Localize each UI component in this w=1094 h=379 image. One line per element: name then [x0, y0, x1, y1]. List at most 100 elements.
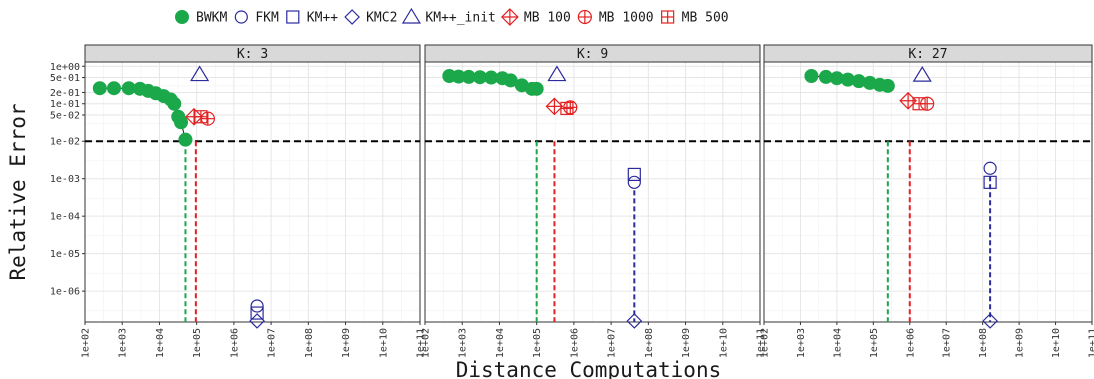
kmc2-point — [626, 313, 643, 329]
y-tick-label: 2e-01 — [50, 88, 80, 99]
km-point — [983, 175, 997, 189]
y-axis-title: Relative Error — [6, 103, 30, 280]
x-tick-label: 1e+02 — [760, 328, 771, 358]
km-init-point — [190, 65, 210, 82]
legend-marker-mb-500 — [661, 10, 675, 24]
x-tick-label: 1e+09 — [1015, 328, 1026, 358]
km-init-point — [912, 65, 932, 82]
panel-grid — [84, 62, 421, 322]
x-tick-label: 1e+06 — [569, 328, 580, 358]
x-tick-label: 1e+04 — [832, 328, 843, 358]
legend-item-fkm: FKM — [234, 10, 279, 26]
x-tick-label: 1e+10 — [1051, 328, 1062, 358]
bwkm-point — [92, 81, 107, 96]
facet-panel-k-27: K: 27 1e+02 1e+03 1e+04 1e+05 1e+06 1e+07 1e+08… — [760, 44, 1094, 358]
x-tick-label: 1e+07 — [607, 328, 618, 358]
facet-panel-k-9: K: 9 1e+02 1e+03 1e+04 1e+05 1e+06 1e+07 1e+08 1… — [421, 44, 767, 358]
y-tick-label: 5e-02 — [50, 111, 80, 122]
x-tick-label: 1e+06 — [229, 328, 240, 358]
y-tick-label: 1e-05 — [50, 249, 80, 260]
x-tick-label: 1e+10 — [718, 328, 729, 358]
bwkm-point — [804, 69, 819, 84]
legend-marker-km — [286, 10, 300, 24]
x-tick-label: 1e+05 — [869, 328, 880, 358]
legend-item-km-init: KM++_init — [401, 7, 496, 26]
x-tick-label: 1e+10 — [378, 328, 389, 358]
y-tick-label: 1e-02 — [50, 137, 80, 148]
legend-label-bwkm: BWKM — [196, 11, 227, 26]
x-tick-label: 1e+07 — [267, 328, 278, 358]
y-tick-label: 1e-03 — [50, 174, 80, 185]
legend-item-km: KM++ — [286, 10, 338, 26]
x-tick-label: 1e+04 — [155, 328, 166, 358]
panel-grid — [424, 62, 761, 322]
fkm-point — [983, 161, 997, 175]
y-tick-label: 1e+00 — [50, 62, 80, 73]
legend-label-fkm: FKM — [255, 11, 279, 26]
panel-frame — [84, 61, 421, 323]
x-tick-label: 1e+11 — [416, 328, 427, 358]
bwkm-point — [880, 78, 895, 93]
chart-legend: BWKM FKM KM++ KMC2 KM++_init MB 100 MB 1000 MB … — [175, 7, 729, 26]
x-tick-label: 1e+09 — [341, 328, 352, 358]
legend-item-bwkm: BWKM — [175, 10, 227, 26]
x-tick-label: 1e+11 — [756, 328, 767, 358]
legend-label-km-init: KM++_init — [425, 11, 495, 26]
legend-label-mb-100: MB 100 — [524, 11, 571, 26]
mb-100-point — [899, 91, 917, 110]
legend-label-mb-500: MB 500 — [682, 11, 729, 26]
x-tick-label: 1e+08 — [978, 328, 989, 358]
fkm-point — [627, 175, 641, 189]
km-point — [627, 167, 641, 182]
facet-strip-label: K: 3 — [237, 47, 268, 62]
panel-frame — [763, 61, 1093, 323]
legend-item-mb-1000: MB 1000 — [577, 9, 654, 26]
y-tick-label: 1e-01 — [50, 99, 80, 110]
facet-strip-label: K: 9 — [577, 47, 608, 62]
panel-grid — [763, 62, 1093, 322]
x-tick-label: 1e+08 — [304, 328, 315, 358]
legend-label-mb-1000: MB 1000 — [599, 11, 654, 26]
legend-marker-mb-1000 — [577, 9, 592, 25]
kmc2-point — [249, 313, 265, 329]
bwkm-point — [167, 96, 182, 111]
x-axis-title: Distance Computations — [456, 358, 722, 379]
legend-marker-mb-100 — [501, 8, 519, 26]
bwkm-point — [174, 115, 189, 130]
fkm-point — [250, 299, 264, 313]
legend-item-mb-100: MB 100 — [501, 8, 571, 26]
x-tick-label: 1e+03 — [796, 328, 807, 358]
x-tick-label: 1e+05 — [532, 328, 543, 358]
x-tick-label: 1e+05 — [192, 328, 203, 358]
x-tick-label: 1e+02 — [81, 328, 92, 358]
x-tick-label: 1e+02 — [421, 328, 432, 358]
x-tick-label: 1e+06 — [905, 328, 916, 358]
legend-label-km: KM++ — [307, 11, 338, 26]
mb-500-point — [560, 101, 574, 116]
x-tick-label: 1e+07 — [942, 328, 953, 358]
mb-100-point — [545, 97, 564, 116]
x-tick-label: 1e+08 — [644, 328, 655, 358]
facet-panels: K: 3 1e+02 1e+03 1e+04 1e+05 1e+06 1e+07 1e+08 1… — [50, 44, 1094, 358]
legend-item-mb-500: MB 500 — [661, 10, 729, 26]
x-tick-label: 1e+09 — [681, 328, 692, 358]
km-point — [250, 306, 264, 320]
mb-500-point — [194, 110, 208, 124]
x-tick-label: 1e+03 — [458, 328, 469, 358]
legend-marker-km-init — [401, 7, 421, 24]
kmc2-point — [982, 313, 998, 329]
x-tick-label: 1e+03 — [118, 328, 129, 358]
legend-marker-fkm — [234, 10, 248, 24]
x-tick-label: 1e+11 — [1088, 328, 1094, 358]
legend-marker-kmc2 — [344, 9, 360, 25]
y-tick-label: 1e-06 — [50, 287, 80, 298]
mb-500-point — [912, 97, 926, 111]
facet-panel-k-3: K: 3 1e+02 1e+03 1e+04 1e+05 1e+06 1e+07 1e+08 1… — [50, 44, 427, 358]
facet-strip-label: K: 27 — [908, 47, 947, 62]
bwkm-point — [106, 81, 121, 96]
legend-item-kmc2: KMC2 — [344, 9, 397, 26]
bwkm-point — [529, 81, 544, 96]
y-tick-label: 1e-04 — [50, 212, 80, 223]
panel-frame — [424, 61, 761, 323]
